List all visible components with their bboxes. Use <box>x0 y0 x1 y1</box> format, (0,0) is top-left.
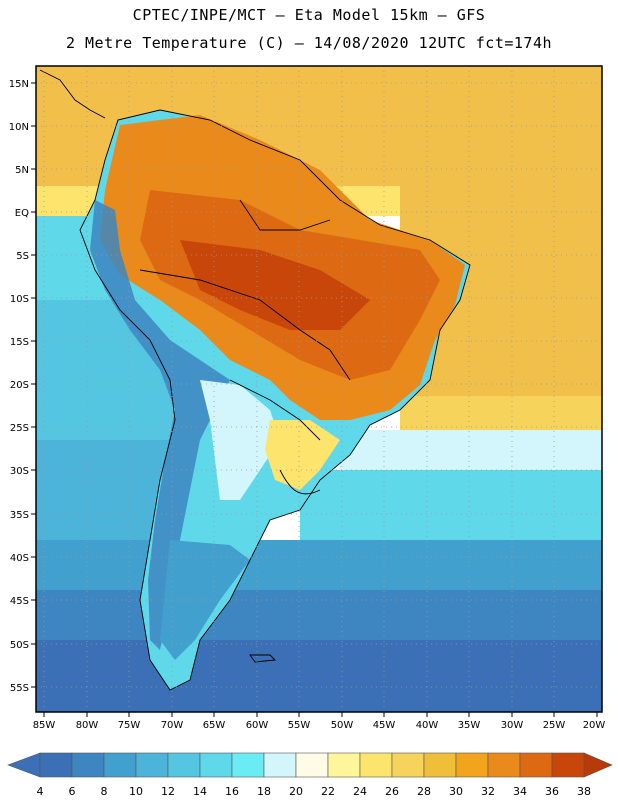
colorbar-swatch <box>199 752 233 778</box>
colorbar-label: 22 <box>321 785 335 798</box>
lat-label: 30S <box>10 466 29 477</box>
lat-label: 5S <box>16 251 29 262</box>
colorbar-label: 30 <box>449 785 463 798</box>
map-title-line-1: CPTEC/INPE/MCT – Eta Model 15km – GFS <box>132 6 486 24</box>
lon-label: 30W <box>501 720 524 731</box>
lat-label: 5N <box>15 165 29 176</box>
colorbar-swatch <box>263 752 297 778</box>
lon-label: 35W <box>458 720 481 731</box>
colorbar-label: 14 <box>193 785 207 798</box>
colorbar-swatch <box>551 752 585 778</box>
lon-label: 85W <box>33 720 56 731</box>
colorbar-left-arrow <box>7 752 41 778</box>
lat-label: 15N <box>9 79 29 90</box>
colorbar-swatch <box>71 752 105 778</box>
lat-label: 40S <box>10 553 29 564</box>
colorbar-label: 4 <box>37 785 44 798</box>
colorbar-label: 6 <box>69 785 76 798</box>
colorbar-swatch <box>135 752 169 778</box>
colorbar-label: 12 <box>161 785 175 798</box>
colorbar-swatch <box>455 752 489 778</box>
colorbar-swatch <box>391 752 425 778</box>
colorbar: 4 6 8 10 12 14 16 18 20 22 24 26 28 30 32 34 36 38 <box>7 752 613 798</box>
axis-ticks <box>31 82 598 717</box>
lon-label: 75W <box>118 720 141 731</box>
colorbar-label: 36 <box>545 785 559 798</box>
colorbar-swatch <box>295 752 329 778</box>
colorbar-label: 24 <box>353 785 367 798</box>
colorbar-swatch <box>519 752 553 778</box>
colorbar-label: 34 <box>513 785 527 798</box>
lon-label: 80W <box>76 720 99 731</box>
colorbar-label: 38 <box>577 785 591 798</box>
lat-label: 35S <box>10 510 29 521</box>
colorbar-label: 20 <box>289 785 303 798</box>
lon-label: 45W <box>373 720 396 731</box>
lat-label: 25S <box>10 423 29 434</box>
lat-label: 55S <box>10 683 29 694</box>
lon-label: 25W <box>543 720 566 731</box>
lon-label: 65W <box>203 720 226 731</box>
colorbar-swatch <box>231 752 265 778</box>
colorbar-label: 8 <box>101 785 108 798</box>
lat-label: 10S <box>10 294 29 305</box>
lon-label: 55W <box>288 720 311 731</box>
lat-label: 20S <box>10 380 29 391</box>
colorbar-label: 26 <box>385 785 399 798</box>
lon-label: 50W <box>331 720 354 731</box>
lat-label: 50S <box>10 640 29 651</box>
lat-label: 45S <box>10 596 29 607</box>
colorbar-swatch <box>487 752 521 778</box>
colorbar-swatch <box>359 752 393 778</box>
colorbar-label: 28 <box>417 785 431 798</box>
colorbar-label: 10 <box>129 785 143 798</box>
colorbar-right-arrow <box>583 752 613 778</box>
colorbar-label: 16 <box>225 785 239 798</box>
lon-label: 20W <box>583 720 606 731</box>
colorbar-swatch <box>327 752 361 778</box>
lon-label: 70W <box>161 720 184 731</box>
lat-label: 10N <box>9 122 29 133</box>
colorbar-label: 18 <box>257 785 271 798</box>
lat-label: 15S <box>10 337 29 348</box>
lon-label: 40W <box>416 720 439 731</box>
colorbar-swatch <box>39 752 73 778</box>
lon-label: 60W <box>246 720 269 731</box>
temperature-field <box>36 66 602 712</box>
map-title-line-2: 2 Metre Temperature (C) – 14/08/2020 12U… <box>65 34 553 52</box>
map-frame <box>35 65 603 713</box>
coastline <box>39 69 471 691</box>
colorbar-swatch <box>167 752 201 778</box>
colorbar-label: 32 <box>481 785 495 798</box>
colorbar-swatch <box>103 752 137 778</box>
lat-label: EQ <box>15 208 29 219</box>
colorbar-swatch <box>423 752 457 778</box>
